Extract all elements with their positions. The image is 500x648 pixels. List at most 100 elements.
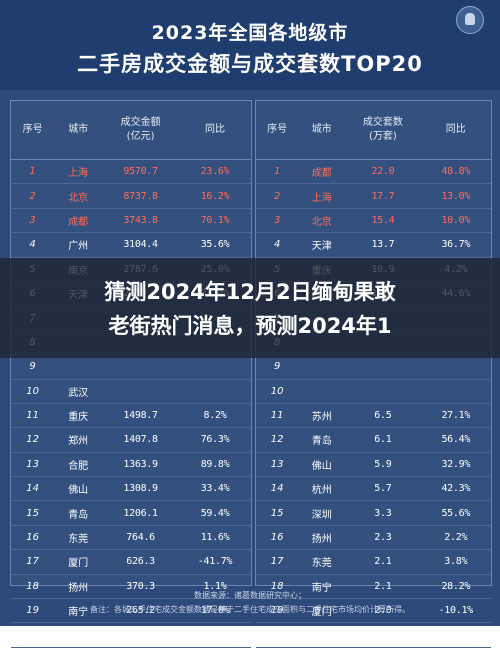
rank-cell: 16 bbox=[256, 525, 299, 551]
table-row: 10 bbox=[256, 379, 491, 404]
rank-cell: 14 bbox=[11, 476, 55, 502]
yoy-cell: 27.1% bbox=[420, 403, 491, 429]
value-cell: 9570.7 bbox=[102, 159, 179, 185]
table-row: 11 苏州 6.5 27.1% bbox=[256, 403, 491, 429]
rank-cell: 17 bbox=[256, 549, 299, 575]
footer: 数据来源：诸葛数据研究中心； 备注：各城二手住宅成交金额数据是基于二手住宅成交面… bbox=[0, 586, 500, 626]
rank-cell: 10 bbox=[256, 379, 299, 404]
city-cell: 烟台 bbox=[298, 622, 346, 648]
yoy-cell: 16.2% bbox=[178, 183, 251, 209]
table-row: 19 南宁 265.2 17.0% bbox=[11, 598, 251, 624]
rank-cell: 15 bbox=[256, 500, 299, 526]
rank-cell: 3 bbox=[11, 208, 55, 234]
city-cell: 北京 bbox=[298, 208, 346, 234]
city-cell: 南宁 bbox=[298, 574, 346, 600]
city-cell: 厦门 bbox=[54, 549, 103, 575]
city-cell: 绍兴 bbox=[54, 622, 103, 648]
yoy-cell: 13.0% bbox=[420, 183, 491, 209]
yoy-cell: 23.6% bbox=[178, 159, 251, 185]
city-cell: 重庆 bbox=[54, 403, 103, 429]
city-cell: 南宁 bbox=[54, 598, 103, 624]
rank-cell: 4 bbox=[256, 232, 299, 258]
city-cell: 佛山 bbox=[54, 476, 103, 502]
value-cell: 13.7 bbox=[345, 232, 421, 258]
value-cell: 6.5 bbox=[345, 403, 421, 429]
value-cell: 5.7 bbox=[345, 476, 421, 502]
table-row: 18 扬州 370.3 1.1% bbox=[11, 574, 251, 600]
city-cell: 青岛 bbox=[54, 500, 103, 526]
table-row: 2 上海 17.7 13.0% bbox=[256, 183, 491, 209]
city-cell: 上海 bbox=[298, 183, 346, 209]
column-header: 同比 bbox=[178, 101, 251, 160]
city-cell: 广州 bbox=[54, 232, 103, 258]
value-cell: 1407.8 bbox=[102, 427, 179, 453]
title-line-1: 2023年全国各地级市 bbox=[151, 22, 349, 44]
yoy-cell: 70.1% bbox=[178, 208, 251, 234]
data-source: 数据来源：诸葛数据研究中心； bbox=[194, 591, 306, 600]
yoy-cell: 42.3% bbox=[420, 476, 491, 502]
yoy-cell: 33.4% bbox=[178, 476, 251, 502]
value-cell bbox=[345, 354, 421, 380]
table-row: 20 绍兴 121.9 30.5% bbox=[11, 622, 251, 648]
value-cell: 2.0 bbox=[345, 622, 421, 648]
column-header: 序号 bbox=[11, 101, 55, 160]
yoy-cell: 56.4% bbox=[420, 427, 491, 453]
city-cell: 厦门 bbox=[298, 598, 346, 624]
city-cell: 扬州 bbox=[298, 525, 346, 551]
yoy-cell: 11.6% bbox=[178, 525, 251, 551]
city-cell: 成都 bbox=[54, 208, 103, 234]
value-cell: 1498.7 bbox=[102, 403, 179, 429]
city-cell: 深圳 bbox=[298, 500, 346, 526]
city-cell: 合肥 bbox=[54, 452, 103, 478]
value-cell: 626.3 bbox=[102, 549, 179, 575]
table-row: 16 扬州 2.3 2.2% bbox=[256, 525, 491, 551]
yoy-cell: 10.0% bbox=[420, 208, 491, 234]
rank-cell: 18 bbox=[256, 574, 299, 600]
table-row: 10 武汉 bbox=[11, 379, 251, 404]
rank-cell: 18 bbox=[11, 574, 55, 600]
city-cell: 扬州 bbox=[54, 574, 103, 600]
value-cell: 15.4 bbox=[345, 208, 421, 234]
city-cell: 北京 bbox=[54, 183, 103, 209]
value-cell: 8737.8 bbox=[102, 183, 179, 209]
city-cell: 武汉 bbox=[54, 379, 103, 404]
rank-cell: 9 bbox=[256, 354, 299, 380]
city-cell: 佛山 bbox=[298, 452, 346, 478]
yoy-cell: -10.1% bbox=[420, 598, 491, 624]
value-cell: 3104.4 bbox=[102, 232, 179, 258]
rank-cell: 2 bbox=[256, 183, 299, 209]
rank-cell: 10 bbox=[11, 379, 55, 404]
footnote: 备注：各城二手住宅成交金额数据是基于二手住宅成交面积与二手住宅市场均价计算所得。 bbox=[90, 605, 410, 614]
value-cell: 1206.1 bbox=[102, 500, 179, 526]
table-row: 13 合肥 1363.9 89.8% bbox=[11, 452, 251, 478]
table-row: 19 厦门 2.0 -10.1% bbox=[256, 598, 491, 624]
yoy-cell bbox=[178, 354, 251, 380]
rank-cell: 9 bbox=[11, 354, 55, 380]
value-cell: 2.3 bbox=[345, 525, 421, 551]
table-row: 20 烟台 2.0 113.4% bbox=[256, 622, 491, 648]
value-cell bbox=[102, 379, 179, 404]
rank-cell: 20 bbox=[256, 622, 299, 648]
rank-cell: 1 bbox=[256, 159, 299, 185]
value-cell: 3743.8 bbox=[102, 208, 179, 234]
table-row: 2 北京 8737.8 16.2% bbox=[11, 183, 251, 209]
rank-cell: 11 bbox=[11, 403, 55, 429]
value-cell: 5.9 bbox=[345, 452, 421, 478]
rank-cell: 3 bbox=[256, 208, 299, 234]
table-row: 4 天津 13.7 36.7% bbox=[256, 232, 491, 258]
city-cell bbox=[54, 354, 103, 380]
headline-line-2: 老街热门消息，预测2024年1 bbox=[108, 314, 392, 338]
rank-cell: 13 bbox=[11, 452, 55, 478]
yoy-cell: 48.8% bbox=[420, 159, 491, 185]
value-cell: 22.0 bbox=[345, 159, 421, 185]
yoy-cell: 1.1% bbox=[178, 574, 251, 600]
yoy-cell: 35.6% bbox=[178, 232, 251, 258]
rank-cell: 11 bbox=[256, 403, 299, 429]
yoy-cell bbox=[420, 354, 491, 380]
table-row: 17 厦门 626.3 -41.7% bbox=[11, 549, 251, 575]
title-banner: 2023年全国各地级市 二手房成交金额与成交套数TOP20 bbox=[0, 0, 500, 90]
value-cell: 1308.9 bbox=[102, 476, 179, 502]
rank-cell: 16 bbox=[11, 525, 55, 551]
city-cell: 青岛 bbox=[298, 427, 346, 453]
table-row: 15 深圳 3.3 55.6% bbox=[256, 500, 491, 526]
